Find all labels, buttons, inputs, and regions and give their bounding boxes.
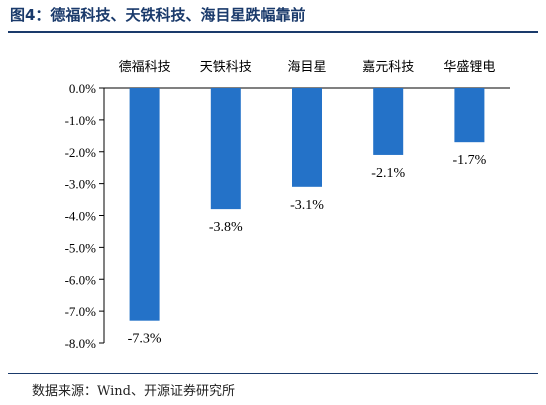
y-tick-label: -4.0% <box>65 209 97 224</box>
y-tick-label: -7.0% <box>65 304 97 319</box>
bottom-rule <box>8 373 538 374</box>
y-tick-label: -1.0% <box>65 113 97 128</box>
y-tick-label: -8.0% <box>65 336 97 351</box>
figure-title: 图4：德福科技、天铁科技、海目星跌幅靠前 <box>10 6 306 24</box>
data-label: -2.1% <box>371 166 405 181</box>
category-label: 华盛锂电 <box>443 60 495 75</box>
category-label: 德福科技 <box>119 60 171 75</box>
title-rule <box>8 31 538 33</box>
category-label: 海目星 <box>287 60 326 75</box>
bar <box>292 88 322 187</box>
bars <box>129 88 485 321</box>
data-label: -3.8% <box>209 220 243 235</box>
y-tick-label: -3.0% <box>65 177 97 192</box>
category-label: 天铁科技 <box>200 60 252 75</box>
y-tick-label: -6.0% <box>65 272 97 287</box>
y-tick-label: -5.0% <box>65 240 97 255</box>
bar <box>129 88 160 321</box>
bar <box>454 88 485 143</box>
bar <box>210 88 241 210</box>
data-label: -3.1% <box>290 198 324 213</box>
data-label: -7.3% <box>128 332 162 347</box>
y-axis: 0.0% -1.0% -2.0% -3.0% -4.0% -5.0% -6.0% -7.0% -… <box>65 81 510 351</box>
category-label: 嘉元科技 <box>362 60 414 75</box>
data-label: -1.7% <box>452 153 486 168</box>
y-tick-label: 0.0% <box>69 81 96 96</box>
y-tick-label: -2.0% <box>65 145 97 160</box>
category-labels: 德福科技 天铁科技 海目星 嘉元科技 华盛锂电 <box>119 60 496 75</box>
source-note: 数据来源：Wind、开源证券研究所 <box>32 384 235 399</box>
data-labels: -7.3% -3.8% -3.1% -2.1% -1.7% <box>128 153 487 347</box>
bar <box>373 88 404 155</box>
